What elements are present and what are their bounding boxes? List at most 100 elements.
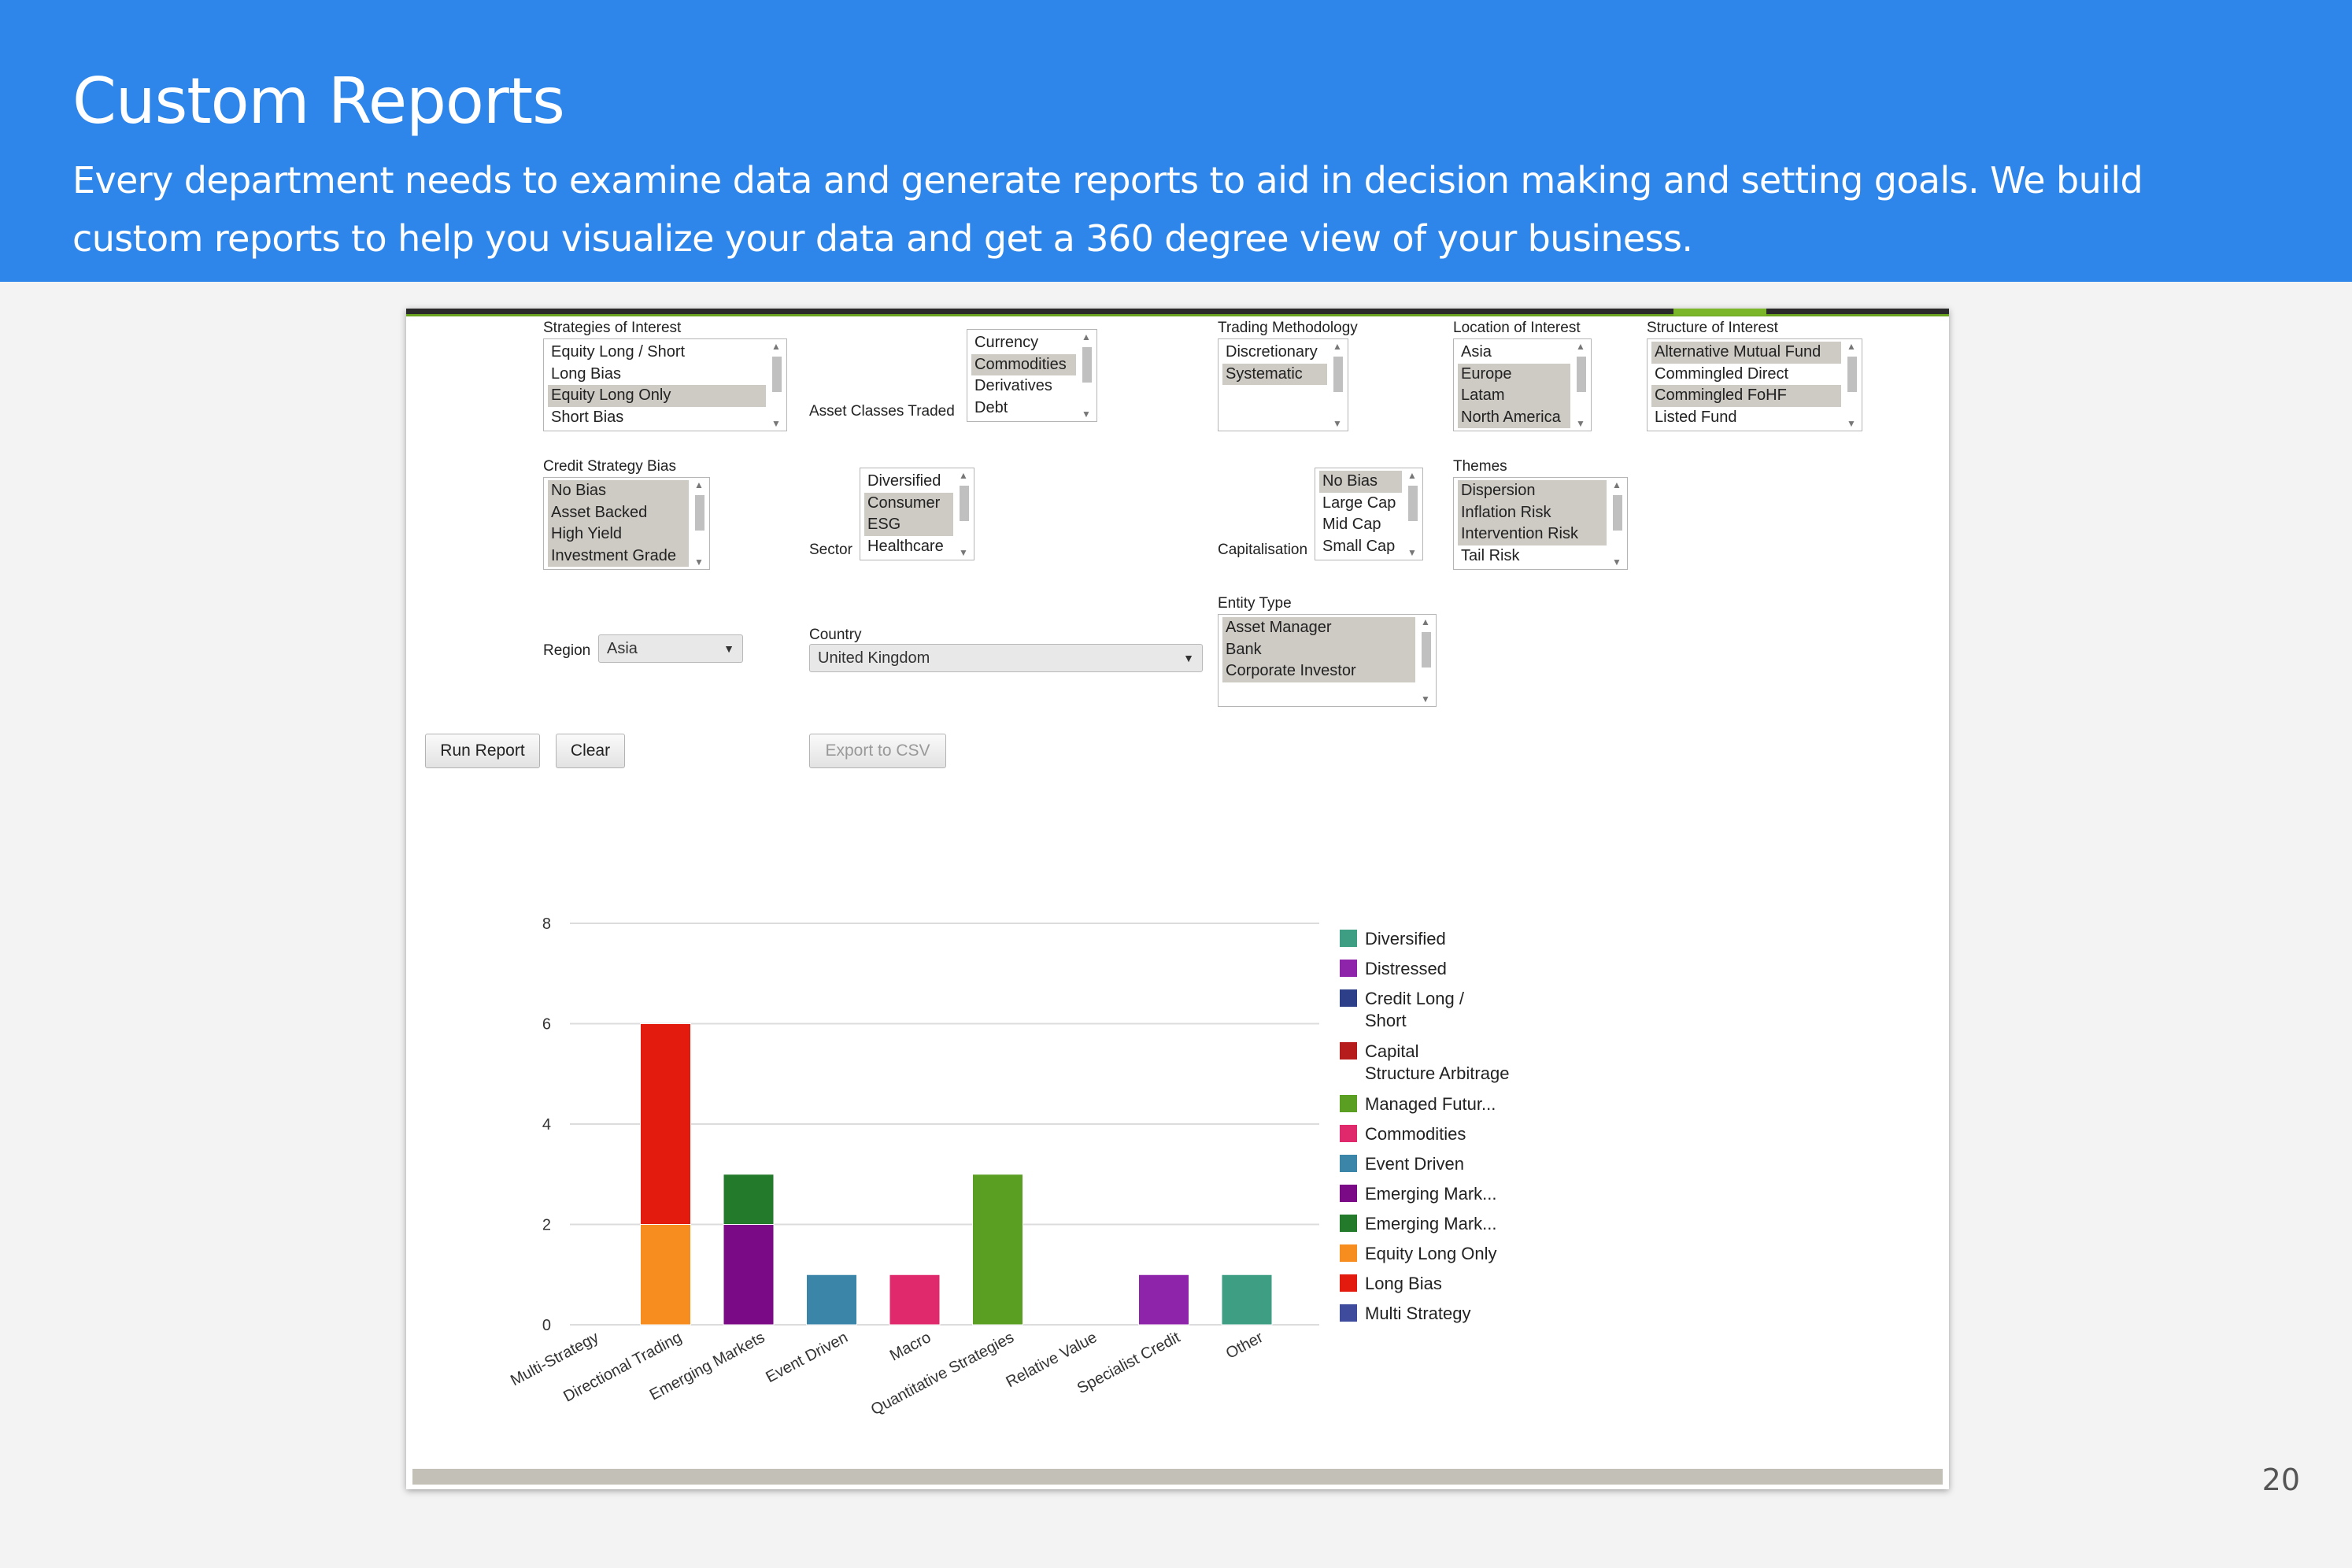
credit-bias-listbox[interactable]: No Bias Asset Backed High Yield Investment …: [543, 477, 710, 570]
location-listbox[interactable]: Asia Europe Latam North America ▲ ▼: [1453, 338, 1592, 431]
country-select[interactable]: United Kingdom ▼: [809, 644, 1203, 672]
listbox-scrollbar[interactable]: ▲ ▼: [1610, 479, 1625, 568]
scroll-thumb[interactable]: [1422, 632, 1431, 668]
listbox-option[interactable]: Alternative Mutual Fund: [1651, 342, 1841, 364]
listbox-scrollbar[interactable]: ▲ ▼: [769, 341, 785, 429]
listbox-option[interactable]: Equity Long / Short: [551, 343, 686, 361]
run-report-button[interactable]: Run Report: [425, 734, 540, 768]
listbox-option[interactable]: No Bias: [548, 480, 689, 502]
region-value: Asia: [607, 640, 638, 657]
entity-type-listbox[interactable]: Asset Manager Bank Corporate Investor ▲ ▼: [1218, 614, 1437, 707]
listbox-scrollbar[interactable]: ▲ ▼: [956, 470, 972, 558]
listbox-option[interactable]: North America: [1458, 406, 1570, 428]
scroll-down-icon[interactable]: ▼: [959, 547, 968, 558]
listbox-option[interactable]: Tail Risk: [1461, 546, 1520, 564]
scroll-thumb[interactable]: [1613, 495, 1622, 531]
listbox-scrollbar[interactable]: ▲ ▼: [1330, 341, 1346, 429]
listbox-option[interactable]: Europe: [1458, 363, 1570, 385]
scroll-down-icon[interactable]: ▼: [1082, 409, 1091, 420]
scroll-up-icon[interactable]: ▲: [1407, 470, 1417, 481]
listbox-option[interactable]: Diversified: [867, 472, 941, 490]
scroll-down-icon[interactable]: ▼: [1847, 418, 1856, 429]
listbox-option[interactable]: Consumer: [864, 492, 953, 514]
country-value: United Kingdom: [818, 649, 930, 667]
scroll-down-icon[interactable]: ▼: [1612, 557, 1622, 568]
listbox-option[interactable]: Commodities: [971, 353, 1076, 375]
listbox-option[interactable]: Equity Long Only: [548, 385, 766, 407]
scroll-down-icon[interactable]: ▼: [1421, 693, 1430, 704]
listbox-option[interactable]: Currency: [974, 334, 1039, 351]
listbox-option[interactable]: Inflation Risk: [1458, 501, 1607, 523]
structure-listbox[interactable]: Alternative Mutual Fund Commingled Direct…: [1647, 338, 1862, 431]
scroll-down-icon[interactable]: ▼: [1407, 547, 1417, 558]
trading-methodology-listbox[interactable]: Discretionary Systematic ▲ ▼: [1218, 338, 1348, 431]
themes-listbox[interactable]: Dispersion Inflation Risk Intervention Ris…: [1453, 477, 1628, 570]
sector-listbox[interactable]: Diversified Consumer ESG Healthcare ▲ ▼: [860, 468, 974, 560]
listbox-scrollbar[interactable]: ▲ ▼: [1405, 470, 1421, 558]
listbox-option[interactable]: Asset Backed: [548, 501, 689, 523]
scroll-up-icon[interactable]: ▲: [1421, 616, 1430, 627]
listbox-scrollbar[interactable]: ▲ ▼: [1079, 331, 1095, 420]
listbox-option[interactable]: Small Cap: [1322, 537, 1396, 555]
listbox-option[interactable]: ESG: [864, 514, 953, 536]
listbox-option[interactable]: Bank: [1222, 638, 1415, 660]
listbox-option[interactable]: No Bias: [1319, 471, 1402, 493]
scroll-up-icon[interactable]: ▲: [694, 479, 704, 490]
listbox-option[interactable]: Large Cap: [1322, 494, 1396, 512]
listbox-option[interactable]: Discretionary: [1226, 343, 1318, 361]
listbox-option[interactable]: Debt: [974, 398, 1008, 416]
listbox-option[interactable]: Healthcare: [867, 537, 944, 555]
listbox-option[interactable]: Commingled Direct: [1655, 364, 1789, 383]
listbox-option[interactable]: Asset Manager: [1222, 617, 1415, 639]
listbox-option[interactable]: Long Bias: [551, 364, 621, 383]
listbox-option[interactable]: Corporate Investor: [1222, 660, 1415, 682]
listbox-scrollbar[interactable]: ▲ ▼: [1574, 341, 1589, 429]
listbox-option[interactable]: Intervention Risk: [1458, 523, 1607, 545]
slide-subtitle: Every department needs to examine data a…: [72, 159, 2143, 260]
scroll-thumb[interactable]: [1333, 357, 1343, 392]
listbox-option[interactable]: Latam: [1458, 385, 1570, 407]
listbox-option[interactable]: Mid Cap: [1322, 516, 1381, 533]
listbox-option[interactable]: Listed Fund: [1655, 408, 1737, 426]
scroll-up-icon[interactable]: ▲: [1612, 479, 1622, 490]
scroll-thumb[interactable]: [772, 357, 782, 392]
scroll-down-icon[interactable]: ▼: [771, 418, 781, 429]
scroll-down-icon[interactable]: ▼: [1576, 418, 1585, 429]
legend-label: Structure Arbitrage: [1365, 1063, 1509, 1083]
scroll-up-icon[interactable]: ▲: [959, 470, 968, 481]
listbox-scrollbar[interactable]: ▲ ▼: [692, 479, 708, 568]
export-csv-button[interactable]: Export to CSV: [809, 734, 946, 768]
scroll-up-icon[interactable]: ▲: [1082, 331, 1091, 342]
scroll-up-icon[interactable]: ▲: [1333, 341, 1342, 352]
scroll-thumb[interactable]: [1408, 486, 1418, 521]
scroll-down-icon[interactable]: ▼: [694, 557, 704, 568]
scroll-thumb[interactable]: [1847, 357, 1857, 392]
scroll-up-icon[interactable]: ▲: [1576, 341, 1585, 352]
listbox-scrollbar[interactable]: ▲ ▼: [1844, 341, 1860, 429]
scroll-thumb[interactable]: [1577, 357, 1586, 392]
scroll-down-icon[interactable]: ▼: [1333, 418, 1342, 429]
legend-label: Managed Futur...: [1365, 1094, 1496, 1114]
listbox-option[interactable]: Systematic: [1222, 363, 1327, 385]
clear-button[interactable]: Clear: [556, 734, 625, 768]
asset-classes-listbox[interactable]: Currency Commodities Derivatives Debt ▲ ▼: [967, 329, 1097, 422]
listbox-option[interactable]: Short Bias: [551, 408, 624, 426]
scroll-thumb[interactable]: [695, 495, 704, 531]
scroll-thumb[interactable]: [960, 486, 969, 521]
top-bar: [406, 309, 1949, 314]
bar-segment: [723, 1174, 775, 1225]
strategies-listbox[interactable]: Equity Long / Short Long Bias Equity Long …: [543, 338, 787, 431]
listbox-scrollbar[interactable]: ▲ ▼: [1418, 616, 1434, 704]
listbox-option[interactable]: Asia: [1461, 343, 1492, 361]
bottom-bar: [412, 1469, 1943, 1485]
scroll-thumb[interactable]: [1082, 347, 1092, 383]
listbox-option[interactable]: Derivatives: [974, 377, 1052, 394]
listbox-option[interactable]: Dispersion: [1458, 480, 1607, 502]
listbox-option[interactable]: Commingled FoHF: [1651, 385, 1841, 407]
capitalisation-listbox[interactable]: No Bias Large Cap Mid Cap Small Cap ▲ ▼: [1315, 468, 1423, 560]
region-select[interactable]: Asia ▼: [598, 634, 743, 663]
scroll-up-icon[interactable]: ▲: [1847, 341, 1856, 352]
listbox-option[interactable]: High Yield: [548, 523, 689, 545]
scroll-up-icon[interactable]: ▲: [771, 341, 781, 352]
listbox-option[interactable]: Investment Grade: [548, 545, 689, 567]
